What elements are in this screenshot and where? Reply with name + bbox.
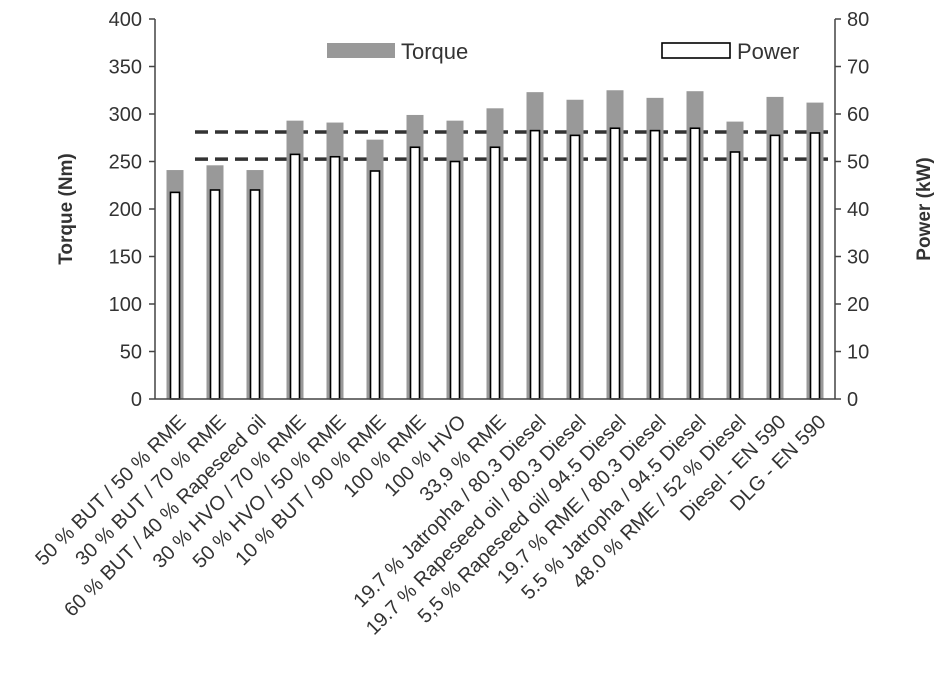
y2-tick-label: 60 [847,104,869,126]
y-tick-label: 200 [109,199,142,221]
power-bar [289,153,301,400]
power-bar [649,129,661,400]
y2-tick-label: 10 [847,342,869,364]
power-bar [489,146,501,400]
y-tick-label: 350 [109,57,142,79]
legend-label-power: Power [737,39,799,64]
power-bar [209,189,221,400]
y2-tick-label: 30 [847,247,869,269]
power-bar [569,134,581,400]
y-axis-title: Torque (Nm) [56,153,77,265]
power-bar [609,127,621,400]
y-tick-label: 250 [109,152,142,174]
y-tick-label: 400 [109,9,142,31]
y2-tick-label: 0 [847,389,858,411]
y2-axis-title: Power (kW) [914,157,934,260]
power-bar [409,146,421,400]
y2-tick-label: 80 [847,9,869,31]
legend-swatch-torque [327,43,395,58]
legend: Torque Power [327,39,799,64]
bars [166,90,824,400]
y2-tick-label: 50 [847,152,869,174]
y-tick-label: 0 [131,389,142,411]
power-bar [689,127,701,400]
y-tick-label: 300 [109,104,142,126]
y-tick-label: 100 [109,294,142,316]
power-bar [729,151,741,400]
y2-tick-label: 20 [847,294,869,316]
power-bar [169,191,181,400]
power-bar [449,160,461,400]
y2-tick-label: 70 [847,57,869,79]
power-bar [369,170,381,400]
power-bar [809,132,821,400]
power-bar [329,155,341,400]
y2-tick-label: 40 [847,199,869,221]
power-bar [529,129,541,400]
power-bar [769,134,781,400]
y-tick-label: 50 [120,342,142,364]
power-bar [249,189,261,400]
legend-label-torque: Torque [401,39,468,64]
legend-swatch-power [661,42,731,59]
y-tick-label: 150 [109,247,142,269]
